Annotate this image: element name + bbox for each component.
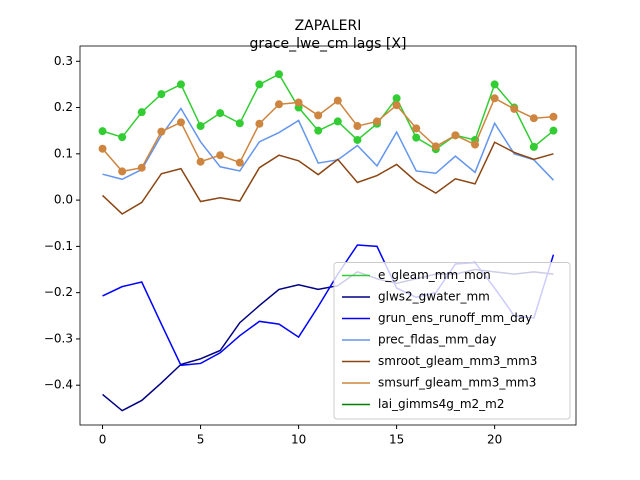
series-marker [451,131,460,140]
series-marker [314,126,323,135]
series-marker [216,151,225,160]
series-marker [529,142,538,151]
series-marker [353,122,362,131]
series-marker [98,127,107,136]
series-marker [549,126,558,135]
legend-label: e_gleam_mm_mon [378,268,491,282]
series-marker [314,111,323,120]
series-marker [392,94,401,103]
series-marker [333,96,342,105]
series-marker [176,118,185,127]
series-marker [471,140,480,149]
x-tick-label: 20 [487,433,502,447]
y-tick-label: 0.2 [54,100,73,114]
series-marker [274,70,283,79]
x-tick-label: 15 [389,433,404,447]
series-marker [392,101,401,110]
legend-box [333,262,571,420]
legend-label: grun_ens_runoff_mm_day [378,311,532,325]
x-tick-label: 5 [197,433,205,447]
series-marker [235,119,244,128]
series-marker [490,94,499,103]
y-tick-label: −0.2 [44,285,73,299]
y-tick-label: 0.1 [54,146,73,160]
series-marker [137,163,146,172]
chart-title: ZAPALERI [295,18,362,34]
series-marker [431,142,440,151]
series-marker [157,127,166,136]
series-marker [412,124,421,133]
series-marker [196,122,205,131]
series-marker [255,80,264,89]
y-tick-label: 0.3 [54,54,73,68]
series-marker [235,158,244,167]
series-marker [510,104,519,113]
series-marker [353,135,362,144]
series-marker [373,117,382,126]
series-marker [118,133,127,142]
series-marker [157,90,166,99]
series-marker [274,100,283,109]
series-marker [549,112,558,121]
series-marker [118,167,127,176]
legend-label: lai_gimms4g_m2_m2 [378,397,505,411]
series-marker [196,157,205,166]
series-marker [98,144,107,153]
series-marker [176,80,185,89]
legend-label: smsurf_gleam_mm3_mm3 [378,376,536,390]
series-marker [529,114,538,123]
y-tick-label: −0.3 [44,331,73,345]
series-marker [137,108,146,117]
series-line [102,73,554,151]
series-marker [294,98,303,107]
series-line [102,107,554,181]
plot-frame [79,45,577,426]
series-marker [216,109,225,118]
series-marker [333,117,342,126]
y-tick-label: −0.1 [44,239,73,253]
y-tick-label: −0.4 [44,378,73,392]
x-tick-label: 10 [291,433,306,447]
x-tick-label: 0 [99,433,107,447]
series-marker [412,133,421,142]
y-tick-label: 0.0 [54,193,73,207]
series-marker [255,119,264,128]
legend-label: prec_fldas_mm_day [378,333,497,347]
series-line [102,141,554,215]
chart-subtitle: grace_lwe_cm lags [X] [250,36,407,52]
series-marker [490,80,499,89]
legend-label: smroot_gleam_mm3_mm3 [378,354,537,368]
legend-label: glws2_gwater_mm [378,290,490,304]
